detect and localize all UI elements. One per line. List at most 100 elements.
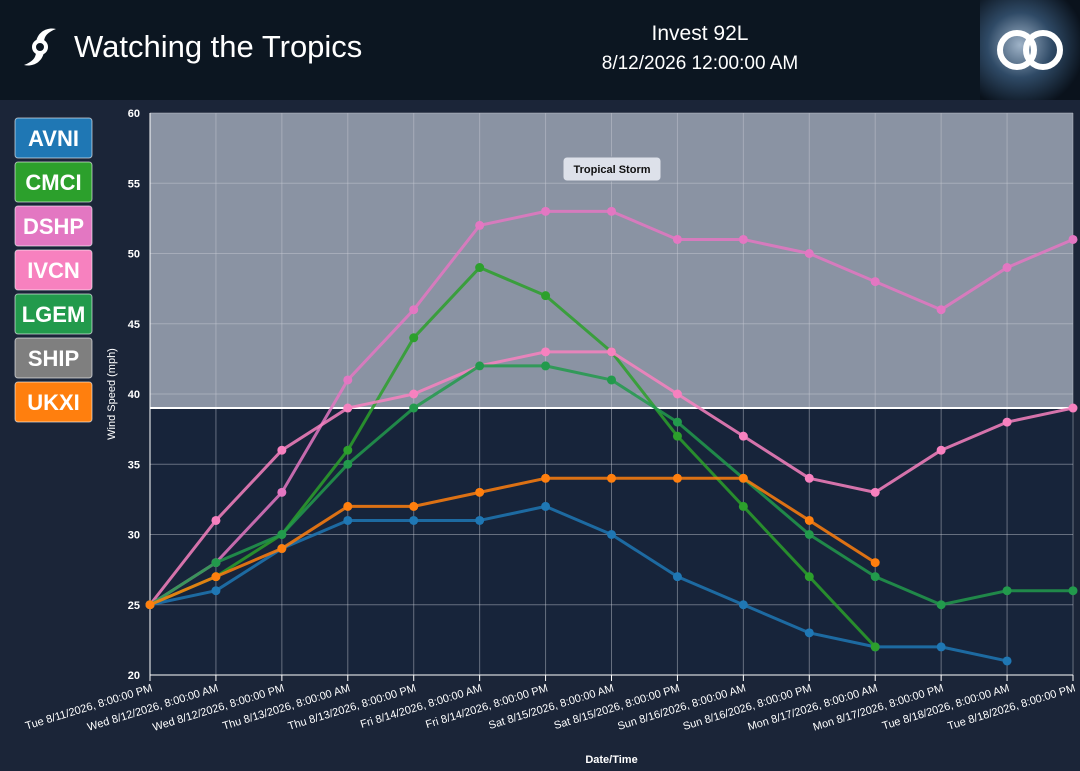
- storm-time: 8/12/2026 12:00:00 AM: [602, 53, 799, 74]
- data-point: [738, 431, 748, 441]
- data-point: [541, 206, 551, 216]
- y-tick-label: 20: [128, 670, 140, 682]
- legend-label: SHIP: [28, 346, 79, 371]
- data-point: [211, 558, 221, 568]
- data-point: [607, 206, 616, 216]
- data-point: [409, 305, 419, 315]
- data-point: [738, 501, 748, 511]
- legend-button[interactable]: AVNI: [14, 117, 93, 159]
- data-point: [804, 628, 814, 638]
- y-axis-label: Wind Speed (mph): [106, 348, 118, 440]
- y-tick-label: 25: [128, 600, 140, 612]
- data-point: [541, 361, 551, 371]
- data-point: [804, 473, 814, 483]
- y-tick-label: 50: [128, 249, 140, 261]
- data-point: [409, 403, 419, 413]
- data-point: [1068, 586, 1078, 596]
- data-point: [541, 347, 551, 357]
- data-point: [936, 445, 946, 455]
- y-tick-label: 35: [128, 459, 140, 471]
- data-point: [738, 234, 748, 244]
- y-tick-label: 60: [128, 108, 140, 120]
- data-point: [475, 515, 485, 525]
- logo: [980, 0, 1080, 100]
- data-point: [409, 515, 419, 525]
- y-tick-label: 30: [128, 530, 140, 542]
- data-point: [1068, 234, 1078, 244]
- data-point: [541, 501, 551, 511]
- data-point: [475, 487, 485, 497]
- data-point: [541, 291, 551, 301]
- data-point: [672, 572, 682, 582]
- series-line: [149, 266, 877, 648]
- data-point: [738, 473, 748, 483]
- legend-button[interactable]: SHIP: [14, 337, 93, 379]
- data-point: [870, 277, 880, 287]
- data-point: [870, 642, 880, 652]
- data-point: [145, 600, 155, 610]
- data-point: [343, 515, 353, 525]
- legend-button[interactable]: DSHP: [14, 205, 93, 247]
- series-line: [149, 504, 1008, 663]
- legend-label: IVCN: [27, 258, 80, 283]
- legend-button[interactable]: IVCN: [14, 249, 93, 291]
- data-point: [1068, 403, 1078, 413]
- data-point: [870, 487, 880, 497]
- data-point: [1002, 586, 1012, 596]
- storm-name: Invest 92L: [652, 22, 749, 45]
- legend-button[interactable]: CMCI: [14, 161, 93, 203]
- data-point: [409, 389, 419, 399]
- data-point: [277, 544, 287, 554]
- data-point: [211, 586, 221, 596]
- data-point: [870, 572, 880, 582]
- legend-label: CMCI: [25, 170, 81, 195]
- data-point: [738, 600, 748, 610]
- legend-button-bg: [14, 161, 93, 203]
- data-point: [870, 558, 880, 568]
- data-point: [277, 487, 287, 497]
- data-point: [804, 530, 814, 539]
- legend-label: AVNI: [28, 126, 79, 151]
- data-point: [672, 234, 682, 244]
- data-point: [277, 445, 287, 455]
- legend-button-bg: [14, 337, 93, 379]
- x-axis-label: Date/Time: [585, 754, 637, 766]
- y-tick-label: 40: [128, 389, 140, 401]
- data-point: [475, 263, 485, 273]
- data-point: [343, 459, 353, 469]
- threshold-label: Tropical Storm: [573, 164, 650, 176]
- threshold-label-box: [562, 156, 662, 182]
- data-point: [1002, 263, 1012, 273]
- data-point: [343, 501, 353, 511]
- legend-button-bg: [14, 293, 93, 335]
- y-tick-label: 45: [128, 319, 140, 331]
- data-point: [475, 361, 485, 371]
- data-point: [409, 501, 419, 511]
- data-point: [409, 333, 419, 343]
- data-point: [475, 220, 485, 230]
- data-point: [211, 572, 221, 582]
- data-point: [343, 403, 353, 413]
- data-point: [607, 347, 616, 357]
- data-point: [211, 515, 221, 525]
- data-point: [672, 417, 682, 427]
- data-point: [277, 530, 287, 539]
- data-point: [541, 473, 551, 483]
- legend-button[interactable]: LGEM: [14, 293, 93, 335]
- data-point: [607, 375, 616, 385]
- legend-button-bg: [14, 205, 93, 247]
- data-point: [672, 431, 682, 441]
- data-point: [804, 515, 814, 525]
- legend-label: DSHP: [23, 214, 84, 239]
- legend-button-bg: [14, 117, 93, 159]
- data-point: [607, 530, 616, 539]
- data-point: [1002, 656, 1012, 666]
- legend-button[interactable]: UKXI: [14, 381, 93, 423]
- data-point: [607, 473, 616, 483]
- data-point: [804, 249, 814, 258]
- y-tick-label: 55: [128, 178, 140, 190]
- data-point: [936, 600, 946, 610]
- header-bar: [0, 0, 1080, 100]
